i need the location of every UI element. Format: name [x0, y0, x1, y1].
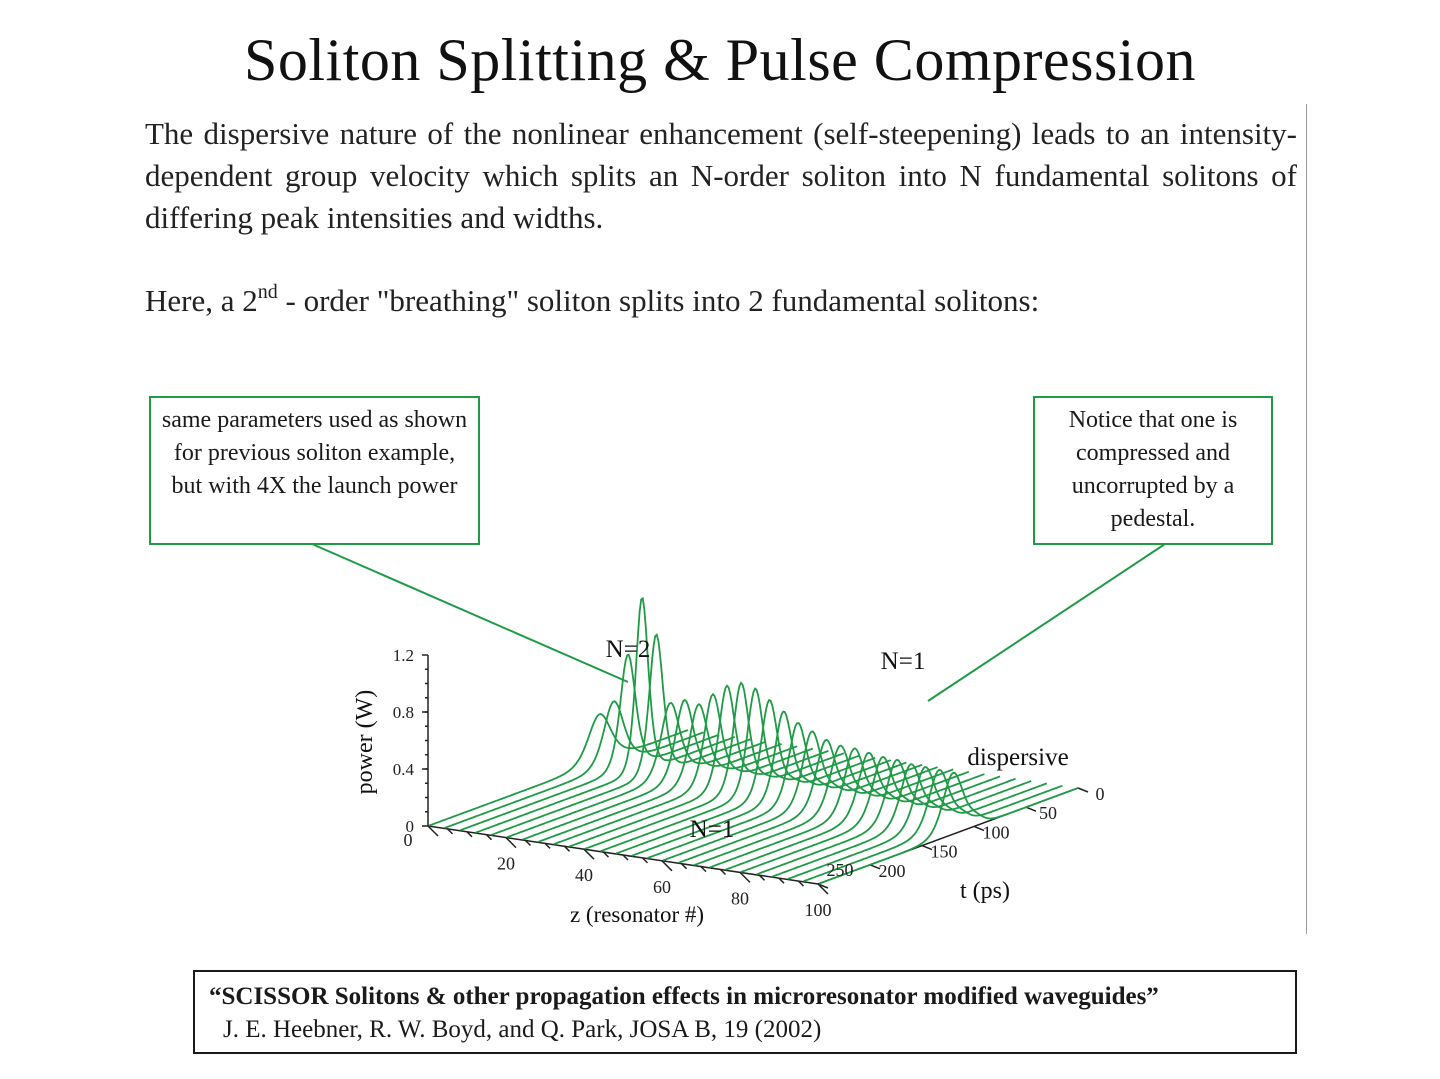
- soliton-trace: [522, 698, 782, 841]
- soliton-trace: [818, 771, 1079, 885]
- z-minor-tick: [622, 854, 629, 861]
- t-tick-label: 150: [931, 842, 958, 862]
- left-callout-line: [311, 543, 629, 683]
- right-callout-line: [927, 543, 1166, 702]
- t-tick-label: 0: [1096, 784, 1105, 804]
- z-tick: [583, 848, 595, 860]
- z-tick-label: 20: [497, 854, 515, 874]
- t-tick: [921, 844, 933, 851]
- t-tick-label: 50: [1039, 803, 1057, 823]
- soliton-trace: [475, 596, 736, 834]
- z-minor-tick: [602, 851, 610, 858]
- z-minor-tick: [466, 831, 473, 838]
- statement-before: Here, a 2: [145, 283, 258, 318]
- left-callout-note: same parameters used as shown for previo…: [149, 396, 480, 545]
- statement-after: - order "breathing" soliton splits into …: [277, 283, 1040, 318]
- soliton-trace: [787, 766, 1048, 880]
- label-dispersive: dispersive: [967, 744, 1068, 771]
- soliton-trace: [662, 730, 923, 862]
- z-minor-tick: [719, 868, 727, 876]
- soliton-trace: [615, 698, 876, 855]
- soliton-trace: [771, 763, 1032, 878]
- label-n1-bottom: N=1: [690, 816, 735, 843]
- soliton-trace: [740, 755, 1001, 873]
- label-n1-top: N=1: [881, 648, 926, 675]
- z-minor-tick: [797, 880, 805, 887]
- z-tick: [661, 860, 673, 872]
- soliton-trace: [537, 703, 798, 843]
- y-axis-label: power (W): [352, 690, 378, 795]
- t-tick: [817, 883, 829, 889]
- t-tick-label: 100: [983, 822, 1010, 842]
- soliton-trace: [709, 747, 970, 869]
- soliton-trace: [506, 701, 767, 839]
- statement-superscript: nd: [257, 280, 278, 303]
- power-tick-label: 0.8: [393, 703, 414, 722]
- label-n2: N=2: [606, 636, 651, 663]
- z-tick-label: 80: [731, 888, 749, 908]
- t-tick: [869, 864, 881, 870]
- callout-lines: [311, 543, 1166, 702]
- citation-title: “SCISSOR Solitons & other propagation ef…: [209, 983, 1159, 1010]
- z-minor-tick: [758, 874, 766, 881]
- z-minor-tick: [700, 866, 707, 873]
- z-tick-label: 40: [575, 865, 593, 885]
- z-tick-label: 100: [805, 900, 832, 920]
- z-tick: [739, 871, 751, 883]
- power-tick-label: 1.2: [393, 646, 414, 665]
- power-tick-label: 0: [406, 817, 415, 836]
- breathing-soliton-statement: Here, a 2nd - order "breathing" soliton …: [145, 280, 1039, 322]
- z-tick: [427, 825, 439, 837]
- intro-paragraph: The dispersive nature of the nonlinear e…: [145, 116, 1297, 235]
- trace-group: [428, 596, 1079, 885]
- soliton-trace: [756, 758, 1016, 876]
- soliton-trace: [459, 653, 720, 832]
- z-minor-tick: [680, 863, 688, 870]
- z-minor-tick: [778, 877, 785, 884]
- t-tick: [1025, 806, 1037, 812]
- power-tick-label: 0.4: [393, 760, 415, 779]
- z-tick-label: 60: [653, 877, 671, 897]
- soliton-trace: [444, 700, 704, 829]
- z-minor-tick: [544, 842, 551, 849]
- t-tick: [973, 825, 985, 832]
- axis-text: 0 0.4 0.8 1.2 0 20 40 60 80 100 250 200 150 100 50 0: [393, 646, 1105, 920]
- z-minor-tick: [446, 828, 454, 835]
- citation-authors: J. E. Heebner, R. W. Boyd, and Q. Park, …: [223, 1016, 822, 1043]
- citation-box: “SCISSOR Solitons & other propagation ef…: [193, 970, 1297, 1054]
- soliton-trace: [647, 722, 907, 859]
- soliton-trace: [803, 768, 1063, 883]
- t-axis-label: t (ps): [960, 878, 1010, 904]
- z-tick-label: 0: [404, 830, 413, 850]
- z-tick: [817, 883, 829, 895]
- vertical-divider: [1306, 104, 1307, 934]
- z-tick: [505, 837, 517, 849]
- page-title: Soliton Splitting & Pulse Compression: [244, 27, 1196, 93]
- z-minor-tick: [485, 834, 493, 841]
- soliton-trace: [491, 633, 751, 836]
- t-tick-label: 250: [827, 860, 854, 880]
- z-axis-label: z (resonator #): [570, 902, 704, 927]
- right-callout-note: Notice that one is compressed and uncorr…: [1033, 396, 1273, 545]
- soliton-trace: [631, 710, 892, 857]
- z-minor-tick: [563, 845, 571, 852]
- z-minor-tick: [524, 839, 532, 847]
- t-tick-label: 200: [879, 861, 906, 881]
- z-minor-tick: [641, 857, 649, 864]
- soliton-trace: [725, 751, 985, 871]
- t-tick: [1077, 787, 1089, 793]
- soliton-trace: [693, 744, 954, 866]
